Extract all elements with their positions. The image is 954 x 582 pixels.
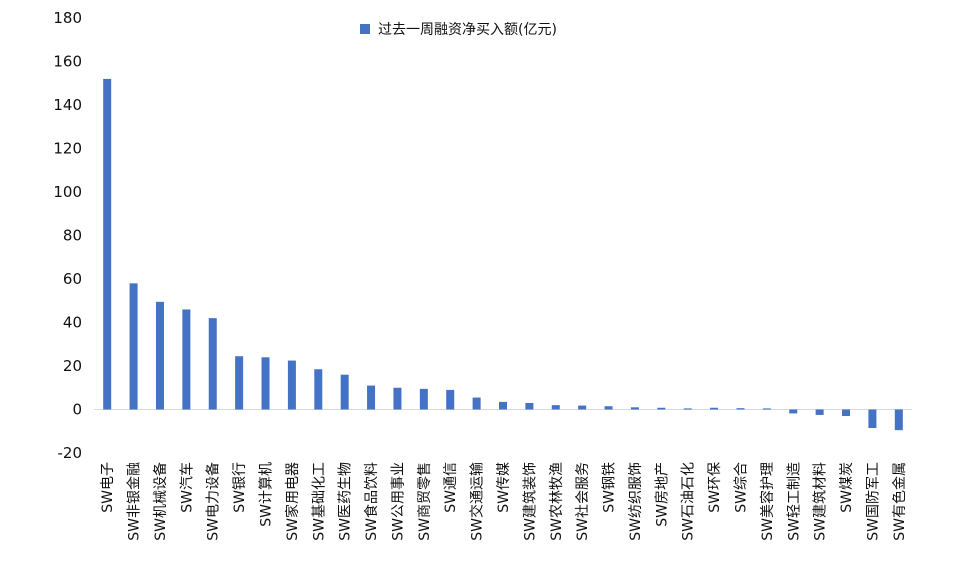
x-tick-label: SW食品饮料 <box>363 462 380 541</box>
y-axis: -20 0 20 40 60 80 100 120 140 160 180 <box>53 9 82 462</box>
bar <box>657 407 666 410</box>
bar <box>155 301 164 410</box>
x-tick-label: SW纺织服饰 <box>628 462 644 541</box>
y-tick-label: 140 <box>53 96 82 114</box>
x-tick-label: SW银行 <box>232 462 248 513</box>
bar <box>314 369 323 410</box>
x-tick-label: SW机械设备 <box>152 462 169 541</box>
x-tick-label: SW医药生物 <box>338 462 354 541</box>
x-tick-label: SW轻工制造 <box>786 462 802 541</box>
legend-swatch <box>360 24 370 34</box>
y-tick-label: 0 <box>72 401 82 419</box>
x-tick-label: SW建筑材料 <box>813 462 829 541</box>
bar <box>789 409 798 414</box>
x-tick-label: SW房地产 <box>654 462 670 527</box>
x-tick-label: SW家用电器 <box>284 462 301 541</box>
x-tick-label: SW电子 <box>100 462 116 513</box>
x-tick-label: SW计算机 <box>259 462 275 527</box>
y-tick-label: 120 <box>53 140 82 158</box>
bar <box>630 407 639 410</box>
x-tick-label: SW有色金属 <box>891 462 908 541</box>
x-tick-label: SW农林牧渔 <box>549 462 565 541</box>
bar <box>815 409 824 415</box>
bar <box>182 309 191 410</box>
bar <box>446 389 455 410</box>
bar <box>551 405 560 410</box>
x-tick-label: SW国防军工 <box>865 462 881 541</box>
bar <box>683 408 692 410</box>
x-tick-label: SW煤炭 <box>839 462 855 513</box>
x-tick-label: SW公用事业 <box>390 462 406 541</box>
x-tick-label: SW基础化工 <box>310 462 327 541</box>
y-tick-label: 20 <box>63 357 82 375</box>
bar <box>103 78 112 410</box>
x-tick-label: SW商贸零售 <box>417 462 433 541</box>
x-tick-label: SW非银金融 <box>127 462 143 541</box>
bar <box>710 407 719 410</box>
legend: 过去一周融资净买入额(亿元) <box>360 22 557 38</box>
x-tick-label: SW钢铁 <box>602 462 618 513</box>
bars-group <box>103 78 903 431</box>
x-tick-label: SW电力设备 <box>205 462 222 541</box>
bar <box>367 385 376 410</box>
x-tick-label: SW通信 <box>443 462 459 513</box>
y-tick-label: 100 <box>53 183 82 201</box>
x-tick-label: SW综合 <box>733 462 749 513</box>
bar <box>604 406 613 410</box>
y-tick-label: 160 <box>53 53 82 71</box>
x-tick-label: SW环保 <box>707 462 723 513</box>
x-tick-label: SW社会服务 <box>575 462 591 541</box>
x-tick-label: SW交通运输 <box>469 462 486 541</box>
legend-label: 过去一周融资净买入额(亿元) <box>378 22 557 38</box>
bar <box>842 409 851 417</box>
bar <box>736 408 745 410</box>
x-tick-label: SW建筑装饰 <box>522 462 538 541</box>
y-tick-label: -20 <box>58 444 83 462</box>
bar <box>472 397 481 410</box>
bar <box>235 356 244 410</box>
category-labels: SW电子 SW非银金融 SW机械设备 SW汽车 SW电力设备 SW银行 SW计算机 SW家用电… <box>100 462 908 541</box>
bar <box>419 388 428 410</box>
y-tick-label: 60 <box>63 270 82 288</box>
bar <box>868 409 877 428</box>
bar <box>393 387 402 410</box>
bar <box>578 405 587 410</box>
bar <box>129 283 138 410</box>
bar <box>340 374 349 410</box>
bar <box>762 408 771 410</box>
bar <box>894 409 903 431</box>
y-tick-label: 180 <box>53 9 82 27</box>
bar <box>261 357 270 410</box>
x-tick-label: SW美容护理 <box>759 462 776 541</box>
y-tick-label: 40 <box>63 314 82 332</box>
bar <box>499 401 507 410</box>
x-tick-label: SW汽车 <box>178 462 195 513</box>
x-tick-label: SW石油石化 <box>681 462 697 541</box>
y-tick-label: 80 <box>63 227 82 245</box>
bar <box>525 402 534 410</box>
bar <box>287 360 296 410</box>
x-tick-label: SW传媒 <box>496 462 512 513</box>
bar <box>208 318 217 410</box>
